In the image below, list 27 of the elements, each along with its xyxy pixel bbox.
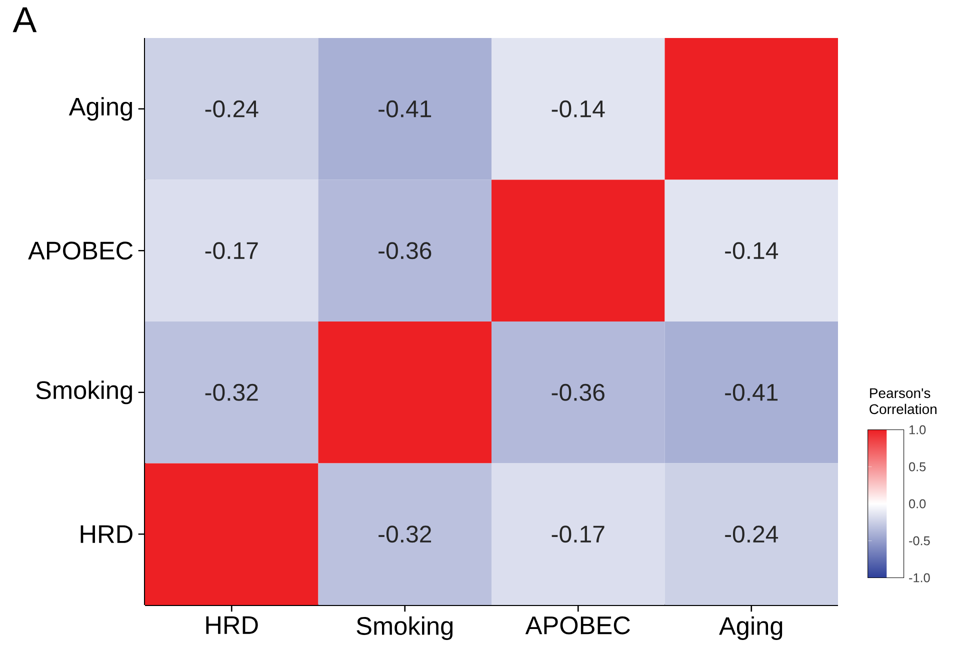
data-label: -0.24 [205,100,258,118]
x-tick-label: Aging [719,616,782,640]
data-label: -0.17 [552,526,604,543]
y-tick-label: HRD [80,525,132,543]
color-bar-label: -1.0 [909,573,930,582]
data-label: -0.14 [725,242,778,260]
color-bar-label: -0.5 [909,536,930,546]
y-tick-label: Smoking [36,380,132,404]
color-bar-label: 1.0 [909,425,926,434]
data-label: -0.36 [552,384,604,401]
data-label: -0.32 [378,526,432,543]
y-tick-label: Aging [68,97,132,121]
data-label: -0.41 [725,384,778,401]
text: A [12,7,37,32]
color-bar-label: 0.5 [909,462,926,472]
color-bar-title: Pearson's Correlation [870,388,936,414]
y-tick-label: APOBEC [28,242,133,260]
data-label: -0.32 [205,384,258,401]
x-tick-label: Smoking [356,616,452,640]
data-label: -0.41 [378,100,432,118]
x-tick-label: HRD [206,616,258,634]
data-label: -0.17 [205,242,258,260]
x-tick-label: APOBEC [525,616,630,634]
data-label: -0.14 [552,100,605,118]
data-label: -0.36 [378,242,432,260]
color-bar-label: 0.0 [909,499,926,508]
data-label: -0.24 [725,526,778,543]
